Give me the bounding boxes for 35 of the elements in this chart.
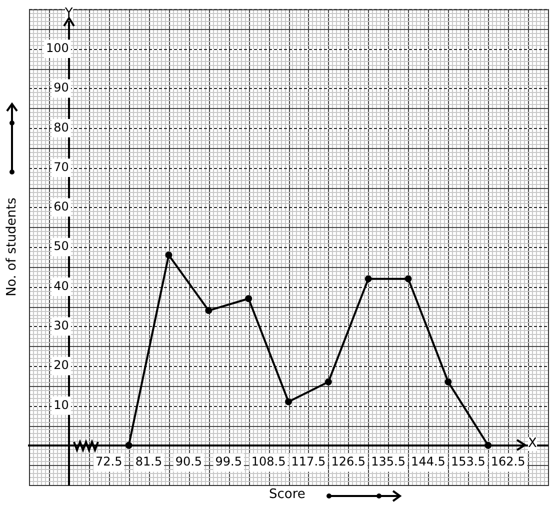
y-tick-label: 50	[54, 239, 69, 254]
y-tick-label: 40	[54, 278, 69, 293]
y-tick-label: 60	[54, 200, 69, 214]
point	[285, 398, 292, 406]
annotation: Y	[64, 6, 73, 22]
x-tick-label: 72.5	[95, 454, 122, 469]
point	[324, 378, 332, 386]
point	[404, 275, 412, 282]
x-tick-label: 108.5	[251, 454, 286, 469]
point	[484, 442, 492, 449]
y-tick-label: 90	[54, 80, 69, 95]
point	[364, 275, 372, 282]
y-tick-label: 30	[54, 318, 69, 333]
x-tick-label: 162.5	[490, 454, 526, 469]
annotation: X	[528, 436, 537, 452]
x-axis-title: Score	[269, 487, 306, 502]
x-tick-label: 126.5	[331, 454, 366, 469]
x-tick-label: 99.5	[215, 454, 242, 469]
y-tick-label: 70	[54, 160, 69, 174]
y-tick-label: 10	[54, 398, 69, 412]
point	[205, 307, 212, 314]
y-tick-label: 100	[46, 40, 69, 55]
point	[165, 252, 172, 259]
x-tick-label: 81.5	[135, 454, 162, 469]
x-tick-label: 117.5	[291, 454, 326, 469]
y-axis-title: No. of students	[4, 198, 20, 297]
x-tick-label: 153.5	[450, 454, 486, 469]
point	[245, 295, 252, 302]
x-tick-label: 144.5	[411, 454, 446, 469]
x-tick-label: 135.5	[371, 454, 406, 469]
x-tick-label: 90.5	[175, 454, 202, 469]
point	[444, 378, 452, 386]
point	[125, 442, 132, 449]
y-tick-label: 20	[54, 358, 69, 372]
y-tick-label: 80	[54, 120, 69, 134]
